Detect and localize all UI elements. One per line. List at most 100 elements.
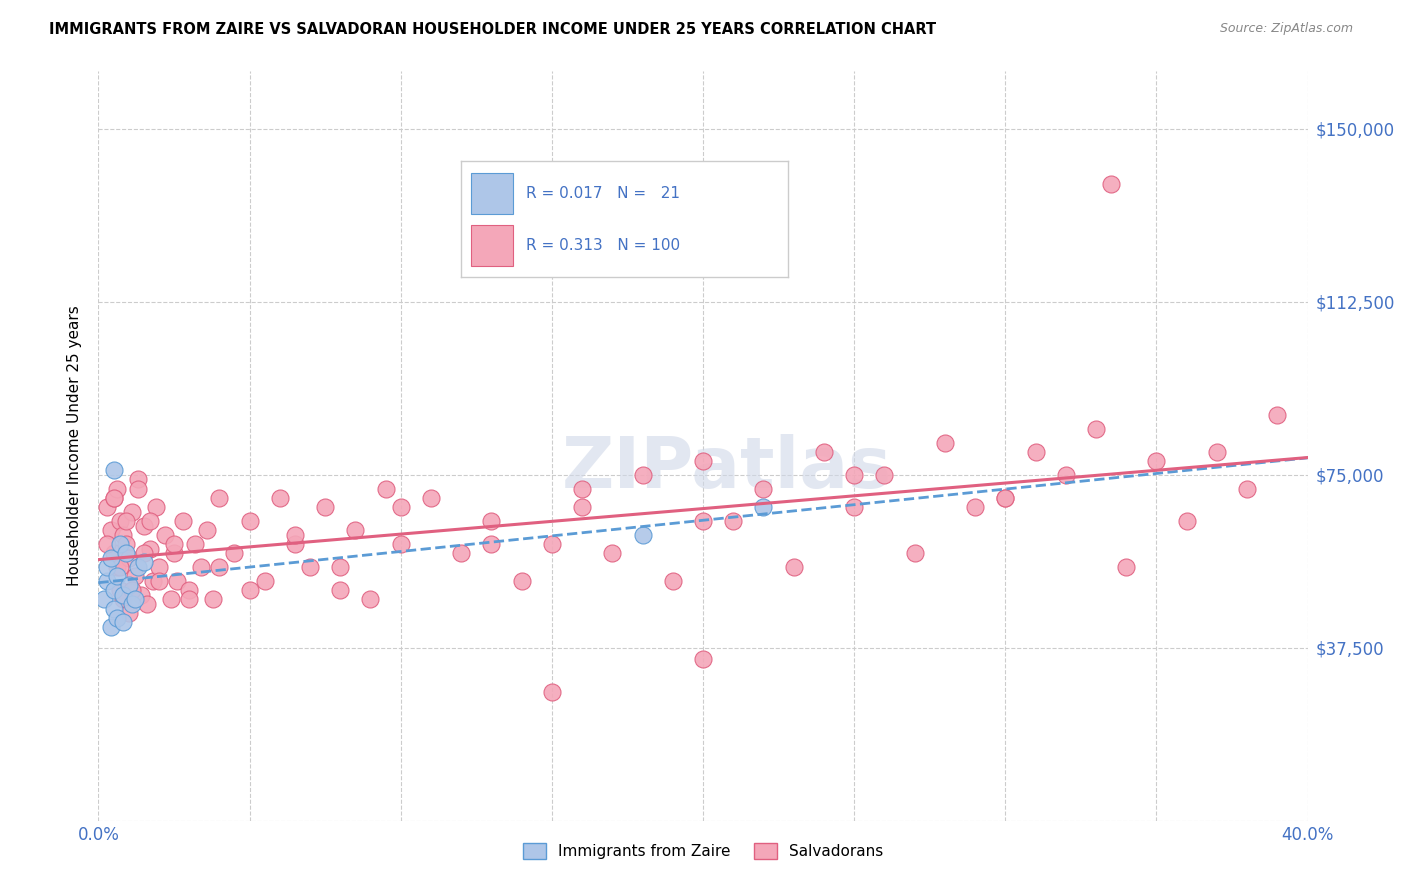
Point	[103, 491, 125, 505]
Point	[127, 472, 149, 486]
Point	[127, 482, 149, 496]
Point	[844, 467, 866, 482]
Point	[329, 583, 352, 598]
Point	[1144, 454, 1167, 468]
Point	[132, 518, 155, 533]
Point	[1267, 408, 1289, 422]
Point	[190, 560, 212, 574]
Point	[224, 546, 246, 560]
Point	[269, 491, 291, 505]
Point	[142, 574, 165, 588]
Point	[121, 583, 143, 598]
Point	[631, 467, 654, 482]
Point	[100, 523, 122, 537]
Point	[299, 560, 322, 574]
Point	[108, 514, 131, 528]
Point	[153, 528, 176, 542]
Point	[1115, 560, 1137, 574]
Point	[934, 435, 956, 450]
Point	[172, 514, 194, 528]
Point	[163, 537, 186, 551]
Point	[139, 541, 162, 556]
Point	[873, 467, 896, 482]
Point	[239, 583, 262, 598]
Point	[105, 482, 128, 496]
Text: IMMIGRANTS FROM ZAIRE VS SALVADORAN HOUSEHOLDER INCOME UNDER 25 YEARS CORRELATIO: IMMIGRANTS FROM ZAIRE VS SALVADORAN HOUS…	[49, 22, 936, 37]
Point	[96, 500, 118, 514]
Point	[1024, 444, 1046, 458]
Point	[114, 537, 136, 551]
Point	[481, 514, 503, 528]
Point	[160, 592, 183, 607]
Point	[723, 514, 745, 528]
Point	[124, 569, 146, 583]
Point	[389, 537, 412, 551]
Point	[389, 500, 412, 514]
Point	[239, 514, 262, 528]
Point	[179, 592, 201, 607]
Point	[100, 550, 122, 565]
Point	[195, 523, 218, 537]
Point	[284, 528, 307, 542]
Point	[692, 652, 714, 666]
Point	[103, 491, 125, 505]
Point	[602, 546, 624, 560]
Point	[111, 588, 134, 602]
Point	[145, 500, 167, 514]
Point	[420, 491, 443, 505]
Point	[105, 569, 128, 583]
Point	[111, 592, 134, 607]
Point	[148, 560, 170, 574]
Point	[135, 597, 157, 611]
Point	[114, 546, 136, 560]
Point	[132, 546, 155, 560]
Point	[111, 528, 134, 542]
Point	[1099, 178, 1122, 192]
Point	[139, 514, 162, 528]
Y-axis label: Householder Income Under 25 years: Householder Income Under 25 years	[67, 306, 83, 586]
Point	[93, 592, 115, 607]
Point	[121, 597, 143, 611]
Point	[208, 491, 231, 505]
Point	[904, 546, 927, 560]
Point	[208, 560, 231, 574]
Point	[571, 482, 593, 496]
Point	[783, 560, 806, 574]
Text: Source: ZipAtlas.com: Source: ZipAtlas.com	[1219, 22, 1353, 36]
Point	[844, 500, 866, 514]
Point	[202, 592, 225, 607]
Point	[103, 546, 125, 560]
Point	[121, 505, 143, 519]
Point	[118, 578, 141, 592]
Point	[692, 454, 714, 468]
Point	[571, 500, 593, 514]
Point	[124, 592, 146, 607]
Point	[813, 444, 835, 458]
Point	[103, 601, 125, 615]
Point	[329, 560, 352, 574]
Point	[661, 574, 683, 588]
Point	[994, 491, 1017, 505]
Point	[103, 463, 125, 477]
Point	[114, 514, 136, 528]
Point	[344, 523, 367, 537]
Point	[994, 491, 1017, 505]
Point	[1085, 422, 1108, 436]
Point	[118, 606, 141, 620]
Point	[96, 574, 118, 588]
Text: ZIPatlas: ZIPatlas	[562, 434, 893, 503]
Point	[253, 574, 276, 588]
Point	[481, 537, 503, 551]
Point	[118, 550, 141, 565]
Point	[108, 560, 131, 574]
Point	[105, 611, 128, 625]
Point	[374, 482, 396, 496]
Point	[105, 560, 128, 574]
Point	[108, 537, 131, 551]
Point	[127, 560, 149, 574]
Point	[111, 615, 134, 630]
Point	[96, 537, 118, 551]
Point	[108, 583, 131, 598]
Point	[752, 500, 775, 514]
Point	[450, 546, 472, 560]
